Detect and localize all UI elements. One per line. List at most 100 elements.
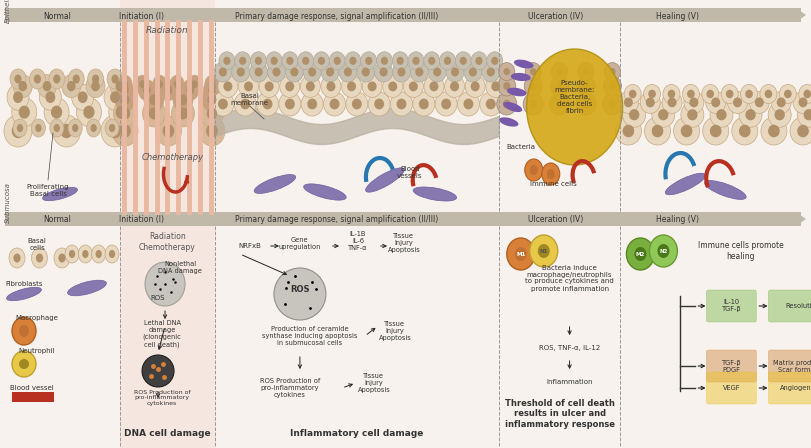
Ellipse shape [266,52,282,70]
Ellipse shape [43,187,77,201]
Ellipse shape [376,52,393,70]
Ellipse shape [381,57,388,65]
Ellipse shape [9,248,25,268]
Ellipse shape [280,75,300,97]
Ellipse shape [285,99,295,109]
Ellipse shape [205,75,219,93]
Ellipse shape [347,82,356,91]
Ellipse shape [219,52,235,70]
Ellipse shape [92,74,99,83]
Text: Gene
upregulation: Gene upregulation [279,237,321,250]
Ellipse shape [530,165,538,175]
Ellipse shape [138,80,155,100]
Ellipse shape [341,75,362,97]
FancyBboxPatch shape [706,350,757,382]
Ellipse shape [109,124,122,138]
Ellipse shape [208,85,216,95]
Ellipse shape [486,75,506,97]
Ellipse shape [112,116,138,146]
Ellipse shape [174,80,180,88]
Ellipse shape [530,235,558,267]
Ellipse shape [96,250,102,258]
Ellipse shape [515,247,527,261]
Ellipse shape [504,102,522,112]
Ellipse shape [624,85,642,103]
Ellipse shape [538,244,550,258]
Ellipse shape [199,116,225,146]
Ellipse shape [771,91,792,113]
Ellipse shape [232,62,250,82]
Text: Primary damage response, signal amplification (II/III): Primary damage response, signal amplific… [235,215,438,224]
Text: Epithelium: Epithelium [5,0,11,23]
Ellipse shape [68,69,84,89]
Ellipse shape [687,90,695,98]
Text: Bacteria: Bacteria [506,144,535,150]
Ellipse shape [350,57,357,65]
Ellipse shape [68,119,82,137]
Text: ROS: ROS [151,295,165,301]
Ellipse shape [308,68,316,77]
Text: ROS Production of
pro-inflammatory
cytokines: ROS Production of pro-inflammatory cytok… [134,390,191,406]
Text: Chemotherapy: Chemotherapy [141,152,204,161]
Ellipse shape [15,74,22,83]
Ellipse shape [285,62,303,82]
Text: Healing (V): Healing (V) [655,215,699,224]
Ellipse shape [208,80,215,88]
Ellipse shape [67,81,75,91]
Ellipse shape [178,108,188,120]
Ellipse shape [740,85,757,103]
Ellipse shape [152,75,167,93]
Text: Ulceration (IV): Ulceration (IV) [528,12,583,21]
Ellipse shape [530,82,537,90]
Ellipse shape [145,262,185,306]
Text: ROS: ROS [290,285,310,294]
Ellipse shape [264,82,273,91]
Ellipse shape [648,90,656,98]
Ellipse shape [58,254,66,263]
Ellipse shape [13,75,32,98]
Ellipse shape [219,68,227,77]
Ellipse shape [470,82,479,91]
Ellipse shape [165,85,172,95]
Text: Blood
vessels: Blood vessels [397,165,423,178]
Ellipse shape [609,68,616,75]
Ellipse shape [171,100,195,127]
Ellipse shape [393,62,410,82]
Ellipse shape [86,75,105,98]
Ellipse shape [65,245,79,263]
Ellipse shape [321,75,341,97]
Ellipse shape [107,69,123,89]
Ellipse shape [163,124,174,138]
Ellipse shape [121,85,129,95]
Text: NRFxB: NRFxB [238,243,261,249]
Ellipse shape [362,68,370,77]
Text: Threshold of cell death
results in ulcer and
inflammatory response: Threshold of cell death results in ulcer… [504,399,615,429]
Ellipse shape [368,92,390,116]
Ellipse shape [497,93,517,115]
Ellipse shape [790,117,811,145]
Ellipse shape [624,98,633,108]
Ellipse shape [29,69,45,89]
Ellipse shape [410,62,428,82]
Text: M2: M2 [636,251,645,257]
Ellipse shape [745,90,753,98]
Ellipse shape [482,62,500,82]
Ellipse shape [444,75,465,97]
Ellipse shape [367,82,376,91]
Ellipse shape [665,173,706,195]
Ellipse shape [244,82,253,91]
Ellipse shape [739,102,762,127]
Ellipse shape [556,68,563,75]
Ellipse shape [19,106,30,119]
Ellipse shape [160,80,177,100]
Text: N2: N2 [659,249,667,254]
Ellipse shape [251,52,267,70]
Ellipse shape [451,68,459,77]
Ellipse shape [464,99,474,109]
Ellipse shape [504,68,510,75]
Ellipse shape [286,57,294,65]
Ellipse shape [755,98,764,108]
Ellipse shape [237,68,245,77]
Ellipse shape [529,99,537,108]
Text: Primary damage response, signal amplification (II/III): Primary damage response, signal amplific… [235,12,438,21]
